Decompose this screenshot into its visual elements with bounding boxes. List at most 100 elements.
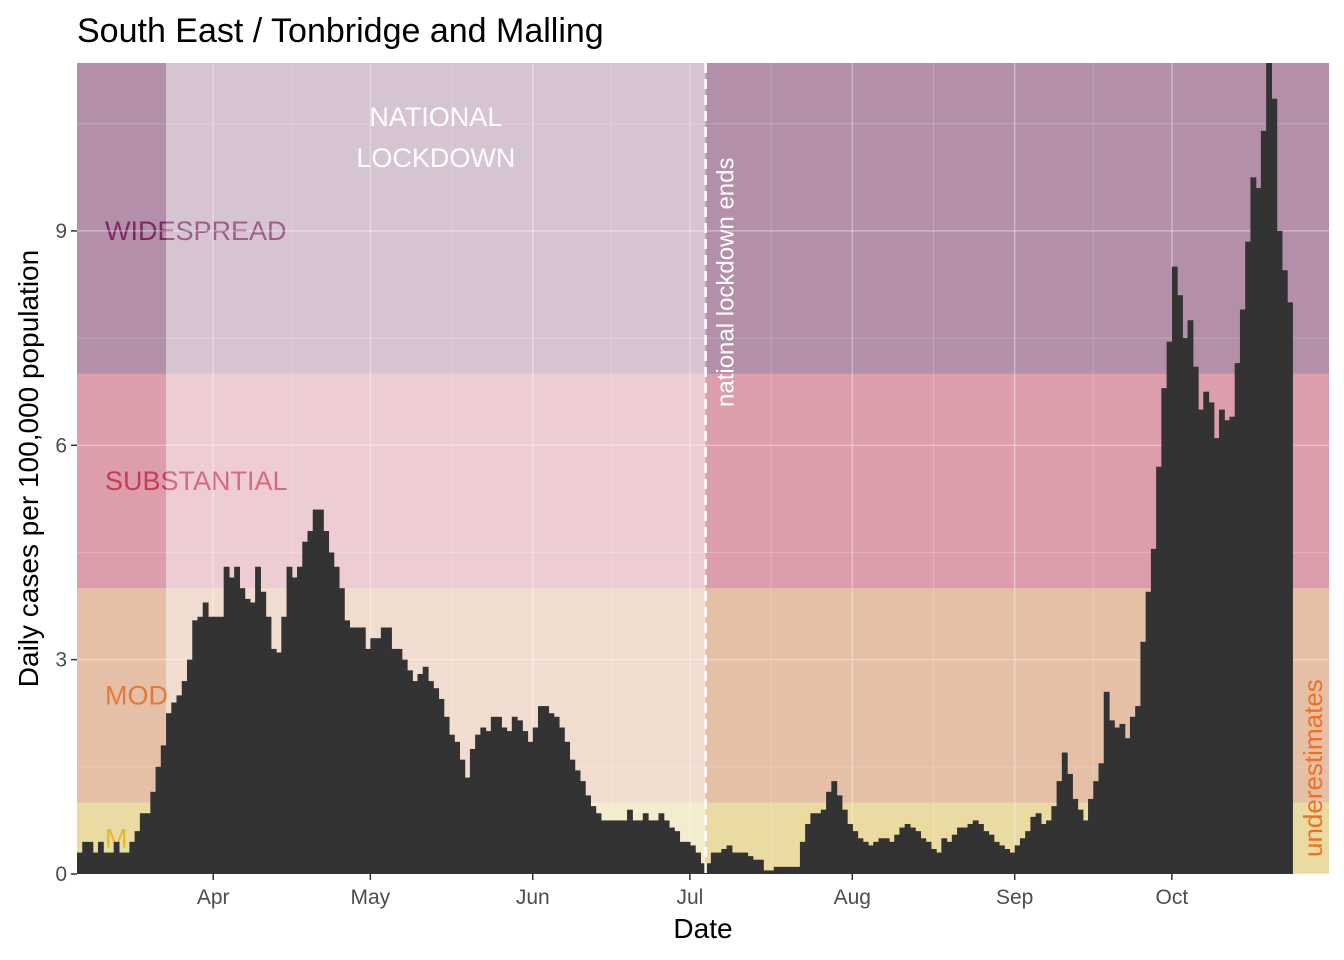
bar	[469, 748, 476, 874]
bar	[1156, 466, 1162, 874]
bar	[1150, 548, 1157, 874]
bar	[213, 616, 220, 874]
y-tick-label: 9	[55, 220, 67, 243]
bar	[805, 823, 811, 874]
bar	[988, 834, 995, 874]
bar	[946, 841, 953, 874]
bar	[689, 845, 696, 874]
bar	[176, 695, 183, 874]
bar	[731, 852, 738, 874]
bar	[155, 766, 162, 874]
lockdown-end-label: national lockdown ends	[713, 157, 740, 407]
x-tick-label: Apr	[197, 886, 230, 909]
y-axis: 0 3 6 9	[55, 220, 77, 886]
bar	[422, 666, 429, 874]
bar	[297, 566, 303, 874]
bar	[857, 838, 864, 874]
bar	[454, 741, 461, 874]
bar	[674, 831, 681, 874]
bar	[1145, 591, 1152, 874]
bar	[815, 813, 822, 874]
bar	[1135, 706, 1142, 874]
bar	[595, 813, 602, 874]
bar	[380, 627, 387, 874]
bar	[1276, 230, 1283, 874]
bar	[1187, 320, 1194, 874]
bar	[307, 531, 314, 874]
bar	[1040, 823, 1047, 874]
bar	[668, 827, 675, 874]
bar	[124, 852, 130, 874]
bar	[1082, 820, 1089, 874]
bar	[475, 734, 481, 874]
bar	[1213, 438, 1220, 874]
bar	[517, 720, 523, 874]
bar	[108, 852, 115, 874]
bar	[836, 795, 843, 874]
x-tick-label: Jul	[676, 886, 703, 909]
bar	[349, 627, 356, 874]
bar	[396, 648, 403, 874]
bar	[527, 741, 534, 874]
bar	[459, 759, 466, 874]
bar	[328, 552, 335, 874]
bar	[166, 713, 172, 874]
bar	[878, 838, 885, 874]
bar	[443, 716, 450, 874]
bar	[244, 598, 251, 874]
bar	[998, 845, 1005, 874]
bar	[726, 845, 733, 874]
bar	[658, 813, 665, 874]
bar	[789, 866, 796, 874]
bar	[187, 659, 193, 874]
bar	[983, 831, 990, 874]
y-tick-label: 0	[55, 863, 67, 886]
bar	[1129, 716, 1136, 874]
bar	[1239, 309, 1246, 875]
bar	[1061, 752, 1068, 874]
bar	[742, 852, 749, 874]
bar	[77, 852, 83, 874]
bar	[873, 841, 880, 874]
bar	[370, 638, 377, 874]
bar	[1260, 130, 1267, 875]
bar	[909, 827, 916, 874]
bar	[920, 838, 927, 874]
bar	[145, 813, 151, 874]
bar	[150, 791, 157, 874]
bar	[391, 648, 398, 874]
y-tick-label: 3	[55, 649, 67, 672]
bar	[883, 838, 890, 874]
bar	[532, 727, 539, 874]
band-label-substantial: SUBSTANTIAL	[105, 466, 288, 496]
bar	[113, 841, 120, 874]
bar	[684, 841, 691, 874]
bar	[1166, 341, 1173, 874]
bar	[1035, 813, 1042, 874]
bar	[1009, 852, 1016, 874]
bar	[202, 602, 209, 874]
bar	[401, 659, 408, 874]
bar	[904, 823, 911, 874]
bar	[993, 841, 1000, 874]
bar	[710, 852, 717, 874]
bar	[810, 813, 817, 874]
bar	[386, 627, 392, 874]
bar	[647, 820, 654, 874]
bar	[317, 509, 324, 874]
bar	[118, 852, 125, 874]
bar	[92, 852, 99, 874]
bar	[585, 795, 591, 874]
bar	[506, 731, 513, 874]
bar	[1025, 831, 1032, 874]
band-label-moderate: MOD	[105, 680, 168, 710]
bar	[1266, 63, 1272, 874]
bar	[485, 731, 492, 874]
bar	[87, 841, 94, 874]
bar	[490, 716, 497, 874]
bar	[501, 727, 508, 874]
bar	[249, 602, 256, 874]
band-label-widespread: WIDESPREAD	[105, 216, 287, 246]
band-substantial	[77, 373, 1329, 589]
bar	[957, 827, 963, 874]
